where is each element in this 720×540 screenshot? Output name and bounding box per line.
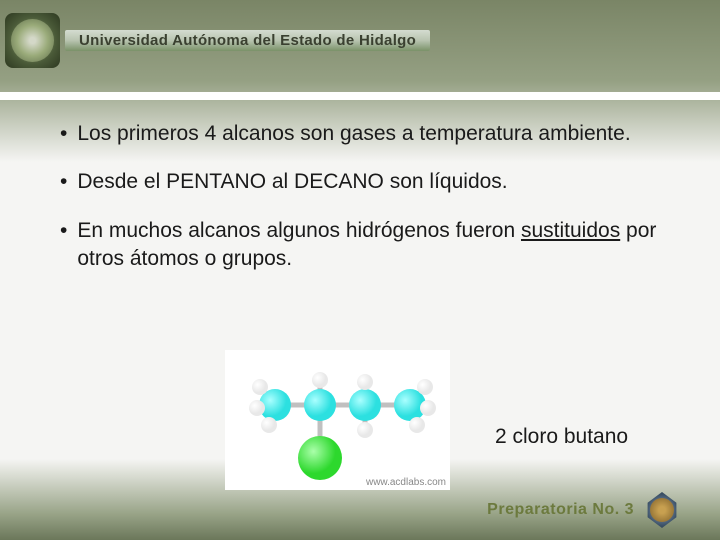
molecule-image: www.acdlabs.com	[225, 350, 450, 490]
footer: Preparatoria No. 3	[487, 492, 680, 528]
molecule-caption: 2 cloro butano	[495, 425, 628, 449]
bullet-item-1: • Los primeros 4 alcanos son gases a tem…	[60, 120, 670, 148]
footer-text: Preparatoria No. 3	[487, 501, 634, 519]
university-title: Universidad Autónoma del Estado de Hidal…	[65, 30, 430, 51]
bullet-dot-icon: •	[60, 217, 67, 274]
bullet-pre: En muchos alcanos algunos hidrógenos fue…	[77, 219, 521, 242]
bullet-dot-icon: •	[60, 168, 67, 196]
bullet-text: En muchos alcanos algunos hidrógenos fue…	[77, 217, 670, 274]
footer-logo-icon	[644, 492, 680, 528]
bullet-dot-icon: •	[60, 120, 67, 148]
bullet-underline: sustituidos	[521, 219, 620, 242]
molecule-svg	[225, 350, 450, 490]
bullet-text: Desde el PENTANO al DECANO son líquidos.	[77, 168, 507, 196]
molecule-credit: www.acdlabs.com	[366, 477, 446, 488]
divider	[0, 92, 720, 100]
bullet-item-3: • En muchos alcanos algunos hidrógenos f…	[60, 217, 670, 274]
bullet-text: Los primeros 4 alcanos son gases a tempe…	[77, 120, 630, 148]
header: Universidad Autónoma del Estado de Hidal…	[0, 0, 720, 80]
university-logo-icon	[5, 13, 60, 68]
bullet-item-2: • Desde el PENTANO al DECANO son líquido…	[60, 168, 670, 196]
content-area: • Los primeros 4 alcanos son gases a tem…	[60, 120, 670, 293]
